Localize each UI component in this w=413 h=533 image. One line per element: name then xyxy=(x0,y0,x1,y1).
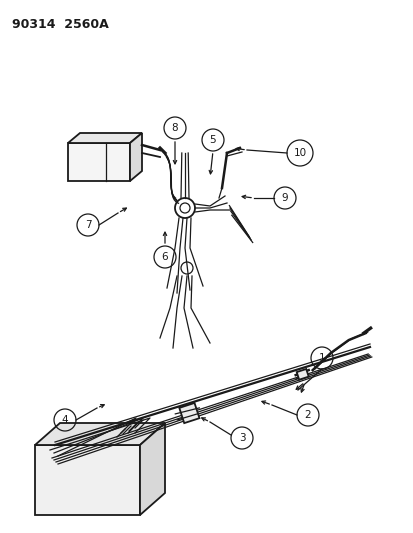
Bar xyxy=(179,403,199,423)
Polygon shape xyxy=(68,133,142,143)
Bar xyxy=(296,369,308,379)
Text: 6: 6 xyxy=(161,252,168,262)
Text: 1: 1 xyxy=(318,353,325,363)
Text: 5: 5 xyxy=(209,135,216,145)
Text: 9: 9 xyxy=(281,193,287,203)
Bar xyxy=(35,445,140,515)
Polygon shape xyxy=(35,423,165,445)
Text: 90314  2560A: 90314 2560A xyxy=(12,18,109,31)
Text: 7: 7 xyxy=(85,220,91,230)
Text: 4: 4 xyxy=(62,415,68,425)
Text: 10: 10 xyxy=(293,148,306,158)
Polygon shape xyxy=(140,423,165,515)
Bar xyxy=(68,143,130,181)
Polygon shape xyxy=(130,133,142,181)
Text: 3: 3 xyxy=(238,433,245,443)
Text: 8: 8 xyxy=(171,123,178,133)
Text: 2: 2 xyxy=(304,410,311,420)
